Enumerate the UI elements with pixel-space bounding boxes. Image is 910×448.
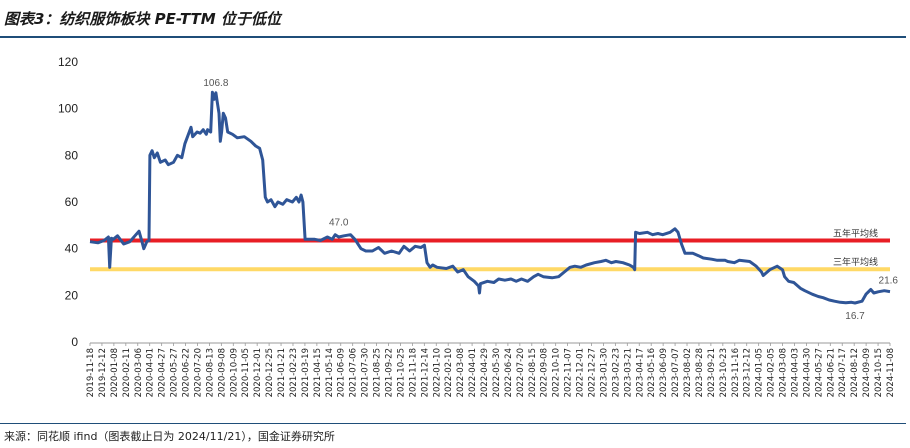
x-tick-label: 2024-04-03	[790, 348, 800, 397]
x-tick-label: 2023-02-23	[611, 348, 621, 397]
x-tick-label: 2022-05-30	[492, 348, 502, 397]
x-tick-label: 2024-07-17	[838, 348, 848, 397]
x-tick-label: 2020-02-11	[122, 348, 132, 397]
x-tick-label: 2024-04-30	[802, 348, 812, 397]
x-tick-label: 2020-08-13	[205, 348, 215, 397]
y-tick-label: 100	[58, 102, 78, 116]
x-tick-label: 2020-10-09	[229, 348, 239, 397]
x-tick-label: 2021-10-25	[396, 348, 406, 397]
reference-line-label: 三年平均线	[833, 256, 878, 268]
source-note: 来源：同花顺 ifind（图表截止日为 2024/11/21），国金证券研究所	[4, 430, 335, 443]
pe-ttm-line	[89, 90, 891, 305]
x-tick-label: 2024-11-08	[886, 348, 896, 397]
x-tick-label: 2021-03-19	[301, 348, 311, 397]
x-tick-label: 2021-12-14	[420, 348, 430, 397]
x-tick-label: 2022-12-27	[587, 348, 597, 397]
chart-title: 图表3：纺织服饰板块 PE-TTM 位于低位	[4, 10, 281, 28]
x-tick-label: 2020-04-01	[146, 348, 156, 397]
data-label: 47.0	[329, 217, 349, 228]
x-tick-label: 2021-09-22	[385, 348, 395, 397]
x-tick-label: 2023-09-21	[707, 348, 717, 397]
x-tick-label: 2022-10-10	[552, 348, 562, 397]
x-tick-label: 2024-06-21	[826, 348, 836, 397]
x-tick-label: 2021-02-23	[289, 348, 299, 397]
x-tick-label: 2020-01-08	[110, 348, 120, 397]
x-tick-label: 2022-09-08	[540, 348, 550, 397]
x-tick-label: 2023-08-02	[683, 348, 693, 397]
x-tick-label: 2023-08-28	[695, 348, 705, 397]
reference-line-label: 五年平均线	[833, 228, 878, 240]
x-tick-label: 2022-01-10	[432, 348, 442, 397]
x-tick-label: 2019-12-12	[98, 348, 108, 397]
x-tick-label: 2019-11-18	[86, 348, 96, 397]
x-tick-label: 2023-06-09	[659, 348, 669, 397]
footer-rule	[0, 423, 906, 424]
y-tick-label: 80	[65, 148, 79, 162]
x-tick-label: 2023-03-21	[623, 348, 633, 397]
x-tick-label: 2020-06-22	[182, 348, 192, 397]
x-tick-label: 2020-12-01	[253, 348, 263, 397]
data-label: 21.6	[879, 276, 899, 287]
x-tick-label: 2020-12-25	[265, 348, 275, 397]
y-tick-label: 60	[65, 195, 79, 209]
x-tick-label: 2021-11-18	[408, 348, 418, 397]
x-tick-label: 2024-09-09	[862, 348, 872, 397]
x-tick-label: 2022-11-07	[564, 348, 574, 397]
x-tick-label: 2021-05-14	[325, 348, 335, 397]
x-tick-label: 2023-04-17	[635, 348, 645, 397]
y-tick-label: 40	[65, 242, 79, 256]
x-tick-label: 2020-03-06	[134, 348, 144, 397]
x-tick-label: 2022-06-24	[504, 348, 514, 397]
x-tick-label: 2022-03-08	[456, 348, 466, 397]
x-tick-label: 2020-09-08	[217, 348, 227, 397]
series-layer	[89, 90, 891, 305]
y-tick-label: 20	[65, 288, 79, 302]
annotations: 106.8 47.0 16.7 21.6	[203, 78, 898, 322]
x-axis: 2019-11-18 2019-12-12 2020-01-08 2020-02-11…	[86, 342, 896, 397]
x-tick-label: 2023-05-16	[647, 348, 657, 397]
title-rule	[0, 36, 906, 38]
data-label: 106.8	[203, 78, 228, 89]
x-tick-label: 2023-12-12	[743, 348, 753, 397]
x-tick-label: 2022-12-01	[576, 348, 586, 397]
x-tick-label: 2021-07-06	[349, 348, 359, 397]
x-tick-label: 2022-08-15	[528, 348, 538, 397]
x-tick-label: 2023-01-30	[599, 348, 609, 397]
x-tick-label: 2022-07-20	[516, 348, 526, 397]
x-tick-label: 2023-07-07	[671, 348, 681, 397]
x-tick-label: 2020-11-05	[241, 348, 251, 397]
x-tick-label: 2024-05-27	[814, 348, 824, 397]
x-tick-label: 2024-08-12	[850, 348, 860, 397]
y-tick-label: 120	[58, 55, 78, 69]
x-tick-label: 2023-11-16	[731, 348, 741, 397]
x-tick-label: 2022-04-01	[468, 348, 478, 397]
x-tick-label: 2023-10-23	[719, 348, 729, 397]
x-tick-label: 2020-04-27	[158, 348, 168, 397]
y-axis: 0 20 40 60 80 100 120	[58, 55, 78, 349]
x-tick-label: 2020-07-20	[193, 348, 203, 397]
x-tick-label: 2022-04-29	[480, 348, 490, 397]
x-tick-label: 2021-01-21	[277, 348, 287, 397]
x-tick-label: 2020-05-27	[170, 348, 180, 397]
x-tick-label: 2021-06-09	[337, 348, 347, 397]
y-tick-label: 0	[71, 335, 78, 349]
x-tick-label: 2021-07-30	[361, 348, 371, 397]
x-tick-label: 2024-02-05	[767, 348, 777, 397]
x-tick-label: 2022-02-10	[444, 348, 454, 397]
x-tick-label: 2024-01-05	[755, 348, 765, 397]
x-tick-label: 2024-03-08	[779, 348, 789, 397]
x-tick-label: 2021-08-25	[373, 348, 383, 397]
data-label: 16.7	[845, 311, 865, 322]
x-tick-label: 2024-10-15	[874, 348, 884, 397]
x-tick-label: 2021-04-15	[313, 348, 323, 397]
